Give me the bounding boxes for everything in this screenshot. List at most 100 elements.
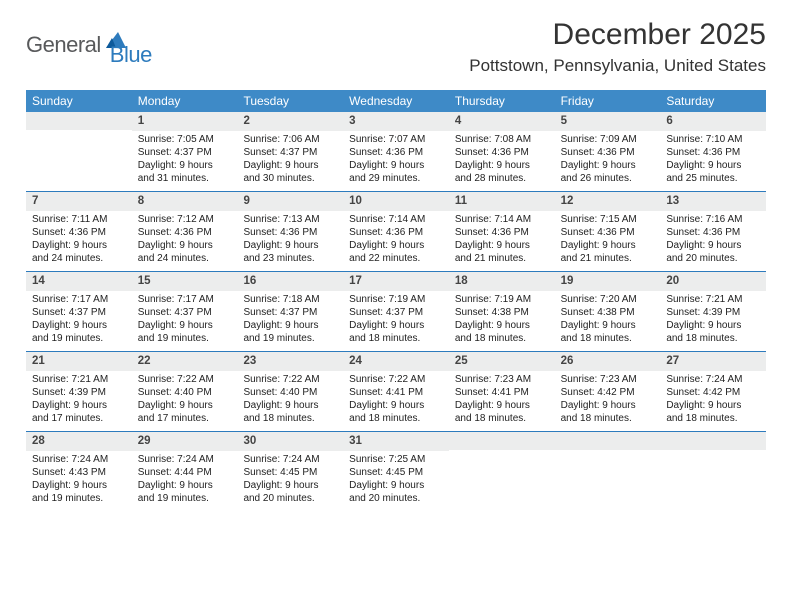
sunset-text: Sunset: 4:37 PM [243,146,337,159]
sunset-text: Sunset: 4:37 PM [243,306,337,319]
day-number: 17 [343,272,449,291]
day-cell: 3Sunrise: 7:07 AMSunset: 4:36 PMDaylight… [343,112,449,191]
daylight-text: Daylight: 9 hours and 18 minutes. [561,399,655,425]
day-number: 1 [132,112,238,131]
day-number: 25 [449,352,555,371]
sunrise-text: Sunrise: 7:07 AM [349,133,443,146]
day-header-sun: Sunday [26,90,132,112]
day-header-thu: Thursday [449,90,555,112]
day-cell: 23Sunrise: 7:22 AMSunset: 4:40 PMDayligh… [237,352,343,431]
sunset-text: Sunset: 4:36 PM [561,146,655,159]
location-subtitle: Pottstown, Pennsylvania, United States [469,56,766,76]
sunrise-text: Sunrise: 7:05 AM [138,133,232,146]
sunset-text: Sunset: 4:36 PM [455,226,549,239]
daylight-text: Daylight: 9 hours and 18 minutes. [455,399,549,425]
logo-text-blue: Blue [110,42,152,68]
day-cell [26,112,132,191]
day-body: Sunrise: 7:11 AMSunset: 4:36 PMDaylight:… [26,211,132,271]
daylight-text: Daylight: 9 hours and 25 minutes. [666,159,760,185]
daylight-text: Daylight: 9 hours and 17 minutes. [32,399,126,425]
day-cell: 11Sunrise: 7:14 AMSunset: 4:36 PMDayligh… [449,192,555,271]
sunrise-text: Sunrise: 7:18 AM [243,293,337,306]
sunset-text: Sunset: 4:37 PM [138,306,232,319]
sunset-text: Sunset: 4:42 PM [666,386,760,399]
sunset-text: Sunset: 4:36 PM [32,226,126,239]
day-number: 6 [660,112,766,131]
day-body: Sunrise: 7:14 AMSunset: 4:36 PMDaylight:… [343,211,449,271]
sunrise-text: Sunrise: 7:19 AM [349,293,443,306]
sunrise-text: Sunrise: 7:10 AM [666,133,760,146]
day-cell: 24Sunrise: 7:22 AMSunset: 4:41 PMDayligh… [343,352,449,431]
day-cell: 30Sunrise: 7:24 AMSunset: 4:45 PMDayligh… [237,432,343,511]
day-header-row: Sunday Monday Tuesday Wednesday Thursday… [26,90,766,112]
day-body: Sunrise: 7:08 AMSunset: 4:36 PMDaylight:… [449,131,555,191]
daylight-text: Daylight: 9 hours and 19 minutes. [32,479,126,505]
daylight-text: Daylight: 9 hours and 19 minutes. [243,319,337,345]
day-number: 29 [132,432,238,451]
day-cell: 18Sunrise: 7:19 AMSunset: 4:38 PMDayligh… [449,272,555,351]
day-body: Sunrise: 7:06 AMSunset: 4:37 PMDaylight:… [237,131,343,191]
day-body: Sunrise: 7:16 AMSunset: 4:36 PMDaylight:… [660,211,766,271]
day-body: Sunrise: 7:18 AMSunset: 4:37 PMDaylight:… [237,291,343,351]
day-cell: 2Sunrise: 7:06 AMSunset: 4:37 PMDaylight… [237,112,343,191]
sunset-text: Sunset: 4:36 PM [349,226,443,239]
day-number: 24 [343,352,449,371]
day-header-fri: Friday [555,90,661,112]
day-number [555,432,661,450]
day-number: 26 [555,352,661,371]
day-body: Sunrise: 7:20 AMSunset: 4:38 PMDaylight:… [555,291,661,351]
daylight-text: Daylight: 9 hours and 29 minutes. [349,159,443,185]
day-cell: 1Sunrise: 7:05 AMSunset: 4:37 PMDaylight… [132,112,238,191]
day-cell [449,432,555,511]
day-body: Sunrise: 7:12 AMSunset: 4:36 PMDaylight:… [132,211,238,271]
day-body: Sunrise: 7:17 AMSunset: 4:37 PMDaylight:… [26,291,132,351]
day-cell: 28Sunrise: 7:24 AMSunset: 4:43 PMDayligh… [26,432,132,511]
daylight-text: Daylight: 9 hours and 21 minutes. [455,239,549,265]
sunrise-text: Sunrise: 7:24 AM [666,373,760,386]
day-number [449,432,555,450]
sunset-text: Sunset: 4:37 PM [32,306,126,319]
day-number: 27 [660,352,766,371]
day-number: 8 [132,192,238,211]
day-header-wed: Wednesday [343,90,449,112]
sunrise-text: Sunrise: 7:24 AM [243,453,337,466]
day-cell: 12Sunrise: 7:15 AMSunset: 4:36 PMDayligh… [555,192,661,271]
week-row: 28Sunrise: 7:24 AMSunset: 4:43 PMDayligh… [26,432,766,511]
sunset-text: Sunset: 4:36 PM [455,146,549,159]
day-number: 28 [26,432,132,451]
sunset-text: Sunset: 4:37 PM [349,306,443,319]
sunrise-text: Sunrise: 7:23 AM [561,373,655,386]
day-cell: 31Sunrise: 7:25 AMSunset: 4:45 PMDayligh… [343,432,449,511]
day-number: 4 [449,112,555,131]
day-number: 14 [26,272,132,291]
day-body: Sunrise: 7:22 AMSunset: 4:41 PMDaylight:… [343,371,449,431]
week-row: 14Sunrise: 7:17 AMSunset: 4:37 PMDayligh… [26,272,766,352]
day-header-sat: Saturday [660,90,766,112]
daylight-text: Daylight: 9 hours and 18 minutes. [561,319,655,345]
day-cell: 17Sunrise: 7:19 AMSunset: 4:37 PMDayligh… [343,272,449,351]
sunrise-text: Sunrise: 7:09 AM [561,133,655,146]
sunrise-text: Sunrise: 7:11 AM [32,213,126,226]
day-number: 12 [555,192,661,211]
day-number: 13 [660,192,766,211]
day-body: Sunrise: 7:22 AMSunset: 4:40 PMDaylight:… [237,371,343,431]
sunset-text: Sunset: 4:36 PM [666,146,760,159]
calendar: Sunday Monday Tuesday Wednesday Thursday… [26,90,766,511]
day-cell: 19Sunrise: 7:20 AMSunset: 4:38 PMDayligh… [555,272,661,351]
daylight-text: Daylight: 9 hours and 23 minutes. [243,239,337,265]
sunset-text: Sunset: 4:40 PM [138,386,232,399]
week-row: 7Sunrise: 7:11 AMSunset: 4:36 PMDaylight… [26,192,766,272]
day-number: 18 [449,272,555,291]
daylight-text: Daylight: 9 hours and 20 minutes. [243,479,337,505]
sunrise-text: Sunrise: 7:24 AM [32,453,126,466]
day-cell: 16Sunrise: 7:18 AMSunset: 4:37 PMDayligh… [237,272,343,351]
day-number: 11 [449,192,555,211]
day-body: Sunrise: 7:17 AMSunset: 4:37 PMDaylight:… [132,291,238,351]
daylight-text: Daylight: 9 hours and 17 minutes. [138,399,232,425]
sunrise-text: Sunrise: 7:14 AM [349,213,443,226]
day-number: 19 [555,272,661,291]
day-body: Sunrise: 7:21 AMSunset: 4:39 PMDaylight:… [660,291,766,351]
day-number: 16 [237,272,343,291]
day-body: Sunrise: 7:23 AMSunset: 4:42 PMDaylight:… [555,371,661,431]
day-number: 20 [660,272,766,291]
